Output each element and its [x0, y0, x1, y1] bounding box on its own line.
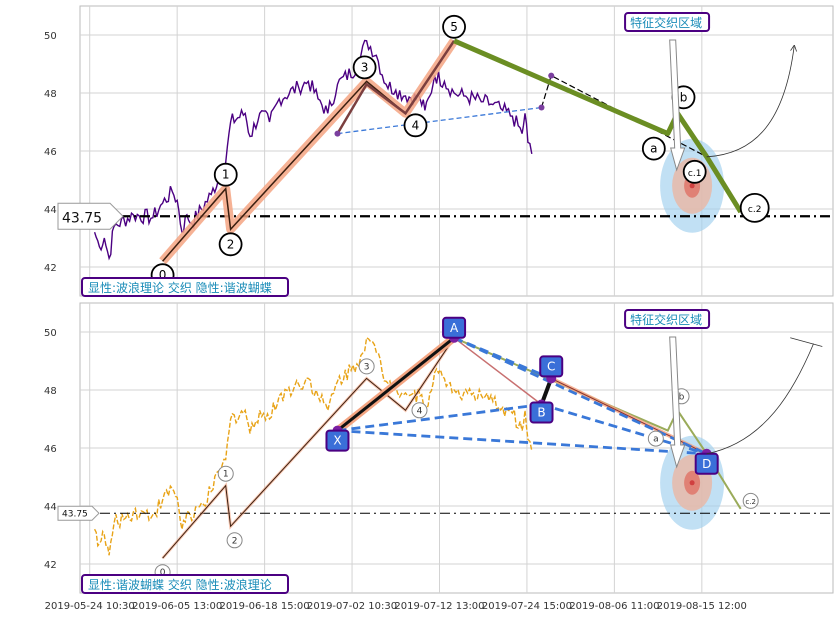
- x-tick-label: 2019-08-15 12:00: [657, 601, 747, 612]
- y-tick-label: 46: [44, 444, 57, 455]
- wave-label-2: 2: [227, 237, 235, 251]
- harmonic-label-B: B: [537, 406, 545, 420]
- hidden-c-point: [548, 72, 555, 79]
- y-tick-label: 42: [44, 263, 57, 274]
- wave-label-circle: [442, 14, 466, 39]
- ab-line: [453, 337, 542, 406]
- hidden-x-point: [334, 130, 341, 137]
- hidden-pattern-line: [336, 40, 456, 135]
- wave-label-circle: [358, 358, 375, 375]
- y-tick-label: 44: [44, 205, 57, 216]
- wave-label-3: 3: [364, 362, 370, 372]
- x-tick-label: 2019-06-18 15:00: [220, 601, 310, 612]
- annotation-box-left: [81, 574, 289, 594]
- level-label: 43.75: [62, 509, 88, 519]
- wave-label-0: 0: [159, 268, 167, 282]
- harmonic-label-D: D: [702, 457, 711, 471]
- wave-label-circle: [403, 113, 428, 138]
- x-tick-label: 2019-05-24 10:30: [45, 601, 135, 612]
- harmonic-label-X: X: [333, 434, 341, 448]
- zone-arrow: [669, 39, 686, 172]
- annotation-box-right: [624, 309, 711, 329]
- harmonic-dash-XB: [337, 403, 542, 432]
- x-tick-label: 2019-07-12 13:00: [394, 601, 484, 612]
- hidden-wave-line: [162, 337, 455, 559]
- harmonic-label-box: [325, 429, 350, 452]
- wave-label-circle: [218, 232, 243, 257]
- wave-label-b: b: [680, 90, 688, 104]
- wave-label-circle: [682, 159, 707, 184]
- harmonic-dash-XD: [337, 429, 707, 456]
- x-tick-label: 2019-08-06 11:00: [569, 601, 659, 612]
- wave-label-circle: [739, 192, 770, 223]
- price-line: [93, 336, 533, 556]
- wave-label-a: a: [653, 435, 659, 445]
- y-tick-label: 48: [44, 386, 57, 397]
- x-tick-label: 2019-06-05 13:00: [132, 601, 222, 612]
- wave-label-circle: [411, 402, 428, 419]
- harmonic-dash-AD: [453, 336, 708, 456]
- y-tick-label: 50: [44, 31, 57, 42]
- price-line: [93, 39, 533, 261]
- hidden-cd-line: [540, 74, 707, 158]
- harmonic-label-box: [529, 401, 554, 424]
- wave-label-circle: [641, 136, 666, 161]
- projection-arrow: [706, 47, 794, 158]
- level-label-box: [57, 202, 124, 230]
- hidden-b-point: [538, 104, 545, 111]
- annotation-box-left: [81, 277, 289, 297]
- projection-arrow-head: [790, 337, 823, 347]
- wave-label-2: 2: [232, 536, 238, 546]
- projection-arrow: [706, 343, 814, 455]
- wave-label-c.1: c.1: [688, 169, 702, 179]
- wave-label-1: 1: [222, 168, 230, 182]
- y-tick-label: 42: [44, 560, 57, 571]
- chart-panel-bottom: 42 44 46 48 50 43.75 X A B C D 0 1 2 3 4 a b c.2 显性:谐波蝴蝶 交织…: [44, 302, 834, 594]
- annotation-right: 特征交织区域: [630, 312, 702, 327]
- hidden-xb-line: [337, 106, 542, 135]
- level-label: 43.75: [62, 210, 102, 226]
- wave-label-3: 3: [361, 60, 369, 74]
- wave-label-5: 5: [450, 20, 458, 34]
- wave-label-circle: [352, 55, 377, 80]
- harmonic-label-box: [442, 316, 467, 339]
- harmonic-label-A: A: [450, 321, 459, 335]
- wave-label-circle: [647, 430, 664, 447]
- x-tick-label: 2019-07-02 10:30: [307, 601, 397, 612]
- annotation-box-right: [624, 12, 711, 32]
- y-tick-label: 50: [44, 328, 57, 339]
- annotation-left: 显性:谐波蝴蝶 交织 隐性:波浪理论: [88, 577, 272, 592]
- wave-label-circle: [226, 532, 243, 549]
- annotation-left: 显性:波浪理论 交织 隐性:谐波蝴蝶: [88, 280, 272, 295]
- wave-label-circle: [217, 465, 234, 482]
- level-label-box: [57, 505, 100, 521]
- y-tick-label: 44: [44, 502, 57, 513]
- harmonic-label-C: C: [547, 359, 555, 373]
- wave-label-b: b: [679, 392, 685, 402]
- y-tick-label: 48: [44, 89, 57, 100]
- y-tick-label: 46: [44, 147, 57, 158]
- wave-label-circle: [742, 492, 759, 509]
- x-tick-label: 2019-07-24 15:00: [482, 601, 572, 612]
- harmonic-label-box: [539, 355, 564, 378]
- wave-label-c.2: c.2: [745, 498, 756, 506]
- wave-label-circle: [213, 162, 238, 187]
- wave-label-4: 4: [417, 406, 423, 416]
- chart-panel-top: 42 44 46 48 50 43.75 0 1 2 3 4 5 a b c.1 c.2 显性:波浪理论 交织 …: [44, 5, 834, 297]
- zone-center-point: [689, 480, 695, 486]
- wave-label-a: a: [650, 142, 657, 156]
- wave-label-1: 1: [223, 470, 229, 480]
- wave-label-c.2: c.2: [748, 205, 762, 215]
- wave-label-4: 4: [412, 118, 420, 132]
- annotation-right: 特征交织区域: [630, 15, 702, 30]
- wave-label-0: 0: [160, 568, 166, 578]
- zone-arrow: [669, 336, 686, 469]
- xa-line: [336, 336, 456, 432]
- zone-center-point: [689, 183, 695, 189]
